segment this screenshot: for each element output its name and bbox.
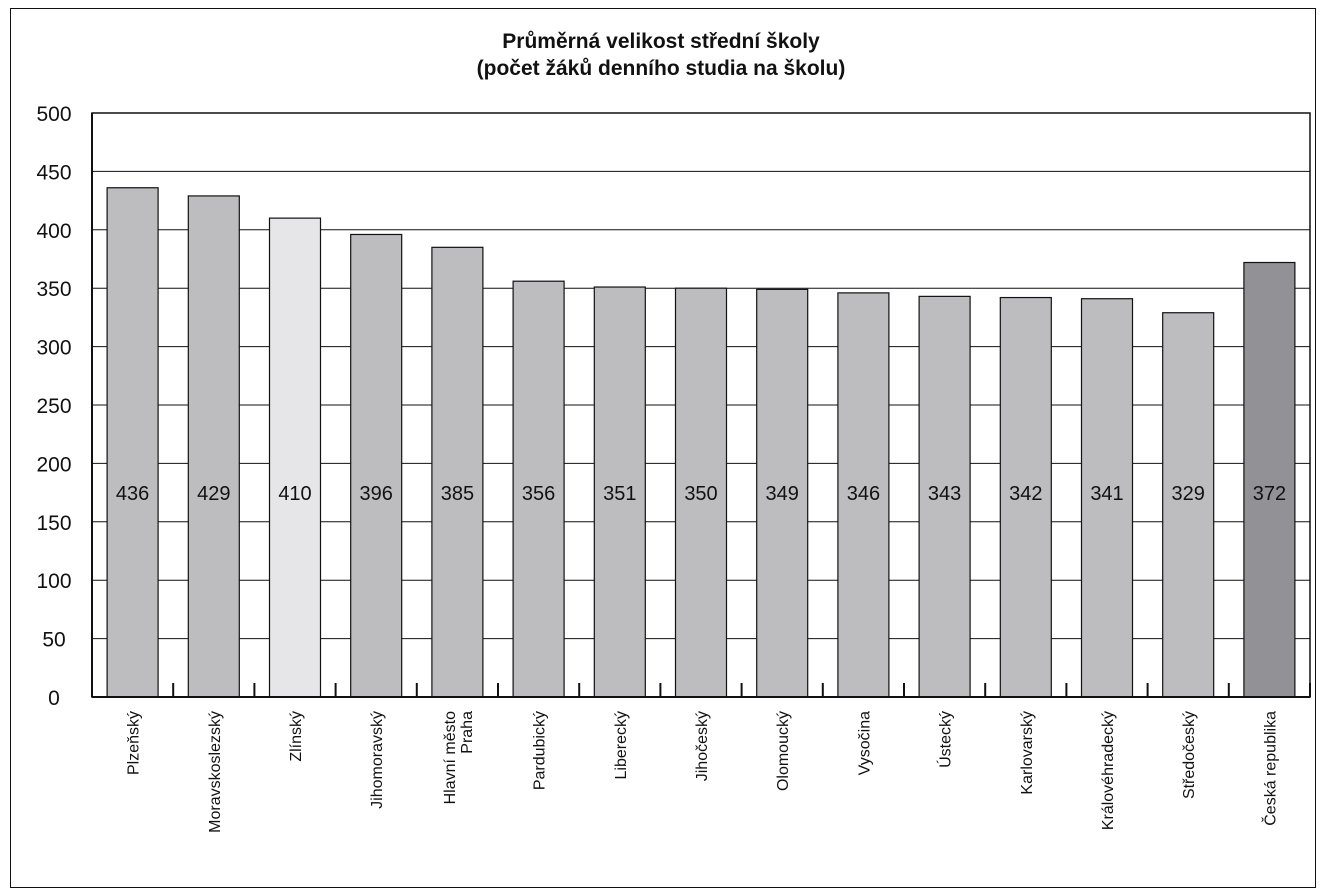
x-axis: Plzeňský Moravskoslezský Zlínský Jihomoravs… (91, 683, 1311, 833)
y-tick-label: 300 (36, 337, 71, 360)
bar-value-label: 342 (1009, 483, 1042, 505)
bar (918, 295, 971, 698)
bar (431, 246, 484, 698)
bar-value-label: 346 (847, 483, 880, 505)
bar-value-label: 350 (684, 483, 717, 505)
y-tick-label: 0 (48, 687, 60, 710)
x-category-label: Vysočina (856, 711, 873, 775)
y-tick-label: 400 (36, 220, 71, 243)
x-category-label: Hlavní město (442, 711, 459, 804)
bar-value-label: 410 (278, 483, 311, 505)
x-category-label: Plzeňský (126, 711, 143, 775)
bar (837, 292, 890, 698)
x-category-label: Ústecký (936, 711, 955, 768)
x-category-label: Česká republika (1260, 711, 1279, 826)
x-category-label: Liberecký (613, 711, 630, 779)
bar-value-label: 341 (1090, 483, 1123, 505)
y-axis: 0 50 100 150 200 250 300 350 400 450 500 (36, 103, 93, 710)
bar-value-label: 343 (928, 483, 961, 505)
bar-value-label: 429 (197, 483, 230, 505)
x-category-label: Karlovarský (1019, 711, 1036, 795)
y-tick-label: 50 (42, 629, 65, 652)
x-category-label: Moravskoslezský (207, 711, 224, 833)
chart-title-block: Průměrná velikost střední školy (počet ž… (0, 28, 1322, 82)
x-category-label: Olomoucký (775, 711, 792, 791)
bar (187, 195, 240, 698)
bar-value-label: 396 (360, 483, 393, 505)
bar (756, 288, 809, 698)
bar (350, 233, 403, 698)
y-tick-label: 450 (36, 161, 71, 184)
bar-value-label: 436 (116, 483, 149, 505)
bar (999, 296, 1052, 698)
bar-value-label: 351 (603, 483, 636, 505)
bar (1162, 312, 1215, 698)
x-category-label: Jihomoravský (369, 711, 386, 809)
y-tick-label: 500 (36, 103, 71, 126)
bar (1243, 261, 1296, 698)
x-category-label: Pardubický (532, 711, 549, 790)
bar-value-label: 385 (441, 483, 474, 505)
bar-value-label: 329 (1172, 483, 1205, 505)
bars: 436 429 410 396 385 356 351 350 349 346 343 342 341 3… (106, 187, 1296, 698)
bar-value-label: 349 (766, 483, 799, 505)
bar-value-label: 372 (1253, 483, 1286, 505)
bar-value-label: 356 (522, 483, 555, 505)
y-tick-label: 100 (36, 570, 71, 593)
y-tick-label: 350 (36, 278, 71, 301)
y-tick-label: 150 (36, 512, 71, 535)
y-tick-label: 200 (36, 453, 71, 476)
x-category-label: Královéhradecký (1100, 711, 1117, 830)
x-category-label: Středočeský (1181, 711, 1198, 799)
x-category-label: Zlínský (288, 711, 305, 762)
chart-subtitle: (počet žáků denního studia na školu) (476, 57, 846, 80)
bar (106, 187, 159, 698)
y-tick-label: 250 (36, 395, 71, 418)
x-category-label: Jihočeský (694, 711, 711, 781)
x-category-label: Praha (459, 711, 476, 754)
chart-title: Průměrná velikost střední školy (502, 30, 820, 53)
bar (268, 217, 322, 698)
